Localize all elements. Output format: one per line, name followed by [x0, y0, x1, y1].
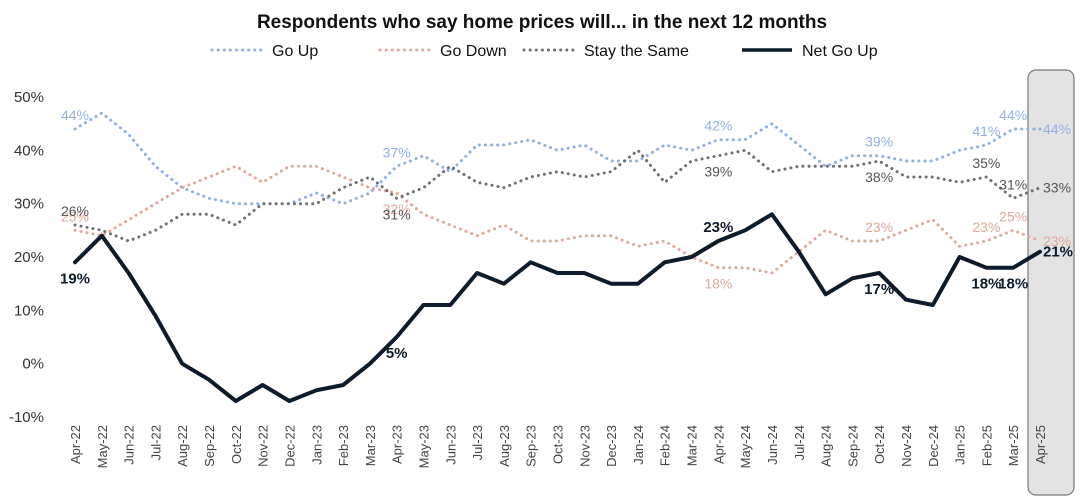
- data-label: 32%: [383, 201, 411, 217]
- y-tick-label: 40%: [14, 142, 44, 159]
- x-tick-label: Aug-24: [819, 425, 834, 467]
- x-tick-label: Sep-22: [202, 425, 217, 467]
- y-tick-label: 50%: [14, 89, 44, 106]
- data-label: 23%: [865, 219, 893, 235]
- x-tick-label: Feb-25: [979, 425, 994, 466]
- x-tick-label: Feb-23: [336, 425, 351, 466]
- data-label: 44%: [61, 107, 89, 123]
- legend-label: Net Go Up: [802, 43, 878, 60]
- legend-label: Stay the Same: [584, 43, 689, 60]
- data-label: 37%: [383, 144, 411, 160]
- x-tick-label: Oct-22: [229, 425, 244, 464]
- chart-title: Respondents who say home prices will... …: [257, 12, 827, 33]
- x-tick-label: Jun-24: [765, 425, 780, 465]
- data-label: 23%: [1043, 233, 1071, 249]
- data-label: 42%: [704, 118, 732, 134]
- x-tick-label: Jun-22: [122, 425, 137, 465]
- legend-item-go-down: Go Down: [378, 43, 507, 60]
- x-tick-label: May-24: [738, 425, 753, 468]
- x-axis: Apr-22 May-22 Jun-22 Jul-22 Aug-22 Sep-22 Oct-…: [68, 425, 1048, 468]
- x-tick-label: Jul-24: [792, 425, 807, 460]
- x-tick-label: Mar-24: [685, 425, 700, 466]
- data-label: 5%: [386, 345, 408, 362]
- data-label: 44%: [1043, 121, 1071, 137]
- legend-item-net-go-up: Net Go Up: [742, 43, 878, 60]
- x-tick-label: Nov-24: [899, 425, 914, 467]
- x-tick-label: Nov-22: [256, 425, 271, 467]
- legend-item-go-up: Go Up: [210, 43, 318, 60]
- x-tick-label: Oct-23: [551, 425, 566, 464]
- y-tick-label: 0%: [22, 356, 44, 373]
- series-layer: [73, 111, 1042, 403]
- series-line-stay-the-same: [73, 148, 1042, 243]
- series-line-net-go-up: [73, 212, 1042, 403]
- data-label: 18%: [998, 276, 1028, 293]
- x-tick-label: May-23: [416, 425, 431, 468]
- data-label: 31%: [999, 176, 1027, 192]
- x-tick-label: Feb-24: [658, 425, 673, 466]
- data-label: 26%: [61, 203, 89, 219]
- data-label: 17%: [864, 281, 894, 298]
- data-label: 39%: [704, 164, 732, 180]
- data-label: 19%: [60, 270, 90, 287]
- x-tick-label: Apr-23: [390, 425, 405, 464]
- x-tick-label: Jul-22: [148, 425, 163, 460]
- series-line-go-up: [73, 111, 1042, 206]
- data-label: 21%: [1043, 244, 1073, 261]
- x-tick-label: Apr-24: [711, 425, 726, 464]
- x-tick-label: Dec-24: [926, 425, 941, 467]
- data-label: 38%: [865, 169, 893, 185]
- x-tick-label: Jul-23: [470, 425, 485, 460]
- x-tick-label: Jan-23: [309, 425, 324, 465]
- legend: Go Up Go Down Stay the Same Net Go Up: [210, 43, 878, 60]
- legend-item-stay-the-same: Stay the Same: [522, 43, 689, 60]
- data-label: 44%: [999, 107, 1027, 123]
- data-label: 41%: [972, 123, 1000, 139]
- y-axis: 50% 40% 30% 20% 10% 0% -10%: [9, 89, 44, 426]
- data-labels: 44%37%42%39%41%44%44%25% 32%18%23% 23%25%2…: [60, 107, 1073, 362]
- x-tick-label: Oct-24: [872, 425, 887, 464]
- y-tick-label: 30%: [14, 196, 44, 213]
- x-tick-label: Mar-23: [363, 425, 378, 466]
- data-label: 35%: [972, 155, 1000, 171]
- highlight-box: [1027, 69, 1075, 496]
- x-tick-label: Sep-24: [845, 425, 860, 467]
- x-tick-label: Apr-25: [1033, 425, 1048, 464]
- x-tick-label: Dec-23: [604, 425, 619, 467]
- x-tick-label: Jan-25: [953, 425, 968, 465]
- data-label: 25%: [999, 208, 1027, 224]
- data-label: 18%: [971, 276, 1001, 293]
- data-label: 18%: [704, 276, 732, 292]
- x-tick-label: Jun-23: [443, 425, 458, 465]
- x-tick-label: Aug-23: [497, 425, 512, 467]
- y-tick-label: -10%: [9, 409, 44, 426]
- x-tick-label: Nov-23: [577, 425, 592, 467]
- highlight-layer: [1027, 69, 1075, 496]
- series-line-go-down: [73, 164, 1042, 275]
- x-tick-label: Mar-25: [1006, 425, 1021, 466]
- x-tick-label: May-22: [95, 425, 110, 468]
- data-label: 39%: [865, 134, 893, 150]
- x-tick-label: Apr-22: [68, 425, 83, 464]
- x-tick-label: Sep-23: [524, 425, 539, 467]
- y-tick-label: 20%: [14, 249, 44, 266]
- data-label: 25%: [61, 208, 89, 224]
- data-label: 31%: [383, 206, 411, 222]
- data-label: 23%: [703, 219, 733, 236]
- x-tick-label: Aug-22: [175, 425, 190, 467]
- y-tick-label: 10%: [14, 302, 44, 319]
- x-tick-label: Dec-22: [282, 425, 297, 467]
- data-label: 23%: [972, 219, 1000, 235]
- legend-label: Go Down: [440, 43, 507, 60]
- x-tick-label: Jan-24: [631, 425, 646, 465]
- data-label: 33%: [1043, 180, 1071, 196]
- legend-label: Go Up: [272, 43, 318, 60]
